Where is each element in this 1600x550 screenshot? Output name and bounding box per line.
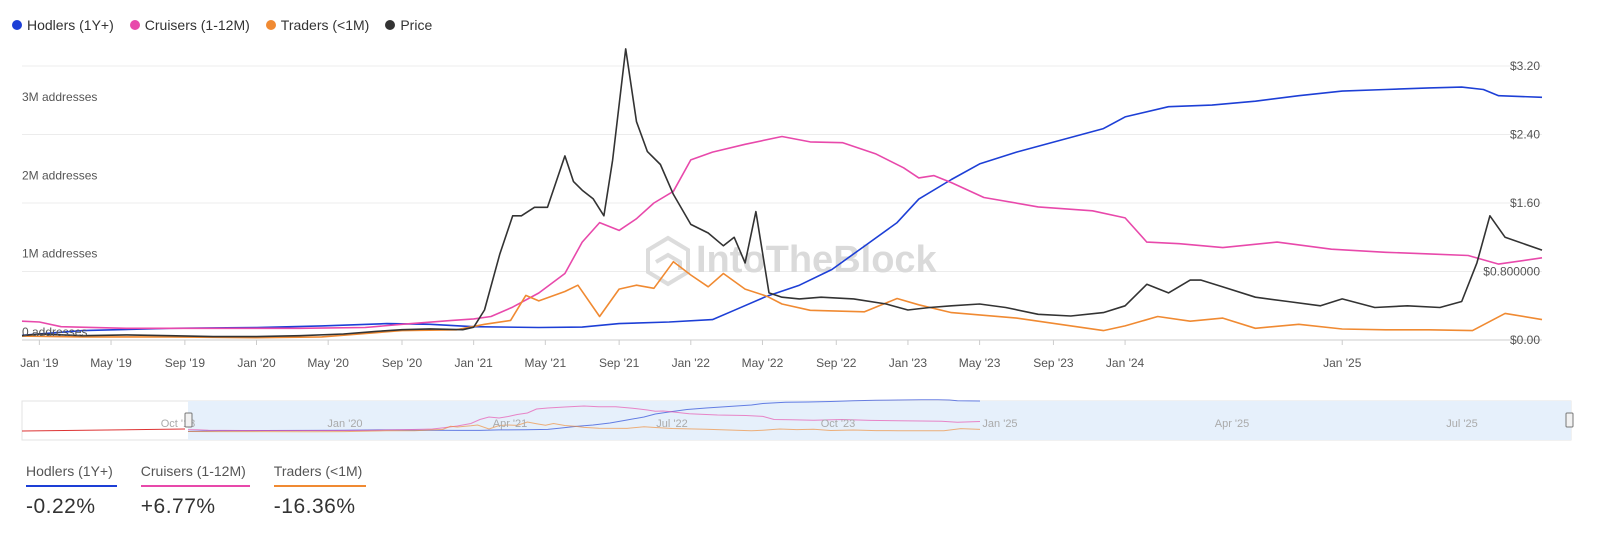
x-tick-label: Sep '22 — [816, 356, 857, 370]
legend-cruisers[interactable]: Cruisers (1-12M) — [129, 17, 250, 33]
legend-traders[interactable]: Traders (<1M) — [265, 17, 370, 33]
stat-hodlers-value: -0.22% — [26, 495, 96, 518]
stat-hodlers: Hodlers (1Y+) -0.22% — [26, 463, 117, 519]
watermark-text: IntoTheBlock — [696, 239, 938, 281]
legend-price-label: Price — [400, 17, 433, 33]
x-tick-label: Sep '20 — [382, 356, 423, 370]
x-tick-label: Jan '24 — [1106, 356, 1145, 370]
legend-traders-dot-icon — [265, 20, 276, 30]
stat-traders: Traders (<1M) -16.36% — [273, 463, 367, 519]
legend-price-dot-icon — [385, 20, 396, 30]
stat-hodlers-label: Hodlers (1Y+) — [26, 463, 117, 487]
y-left-tick-label: 0 addresses — [22, 325, 87, 339]
y-right-tick-label: $0.00 — [1510, 333, 1540, 347]
navigator-label: Apr '25 — [1215, 418, 1250, 430]
legend-cruisers-label: Cruisers (1-12M) — [144, 17, 250, 33]
y-right-tick-label: $1.60 — [1510, 196, 1540, 210]
grid-lines — [22, 65, 1542, 341]
series-layer — [21, 48, 1543, 339]
legend-hodlers[interactable]: Hodlers (1Y+) — [12, 17, 114, 33]
y-right-tick-label: $3.20 — [1510, 59, 1540, 73]
x-tick-label: May '22 — [742, 356, 784, 370]
navigator-line-traders-1m — [187, 421, 981, 433]
change-stats: Hodlers (1Y+) -0.22% Cruisers (1-12M) +6… — [26, 463, 367, 519]
chart-legend: Hodlers (1Y+) Cruisers (1-12M) Traders (… — [12, 17, 432, 33]
x-tick-label: May '20 — [307, 356, 349, 370]
legend-traders-label: Traders (<1M) — [280, 17, 370, 33]
series-line-hodlers-1y — [21, 86, 1543, 337]
x-tick-label: May '21 — [524, 356, 566, 370]
x-tick-label: May '23 — [959, 356, 1001, 370]
watermark: IntoTheBlock — [646, 235, 938, 287]
x-tick-label: Sep '19 — [165, 356, 206, 370]
navigator-left-handle[interactable] — [184, 412, 193, 428]
navigator-label: Jul '25 — [1446, 418, 1477, 430]
legend-price[interactable]: Price — [385, 17, 432, 33]
y-right-tick-label: $0.800000 — [1483, 265, 1540, 279]
chart-svg: IntoTheBlock 0 addresses 1M addresses 2M a… — [20, 48, 1574, 441]
stat-traders-value: -16.36% — [273, 495, 356, 518]
y-left-tick-label: 1M addresses — [22, 247, 97, 261]
navigator-label: Jan '20 — [327, 418, 362, 430]
navigator-right-handle[interactable] — [1565, 412, 1574, 428]
series-line-cruisers-1-12m — [21, 135, 1543, 330]
x-tick-label: Sep '21 — [599, 356, 640, 370]
x-tick-label: Jan '23 — [889, 356, 928, 370]
navigator-mini-series — [21, 399, 981, 433]
stat-cruisers-label: Cruisers (1-12M) — [140, 463, 250, 487]
stat-traders-label: Traders (<1M) — [273, 463, 367, 487]
x-tick-label: Jan '20 — [237, 356, 276, 370]
range-navigator[interactable]: Oct '18 Jan '20 Apr '21 Jul '22 Oct '23 Jan '… — [21, 399, 1574, 441]
stat-cruisers-value: +6.77% — [140, 495, 216, 518]
legend-hodlers-label: Hodlers (1Y+) — [27, 17, 114, 33]
legend-hodlers-dot-icon — [12, 20, 22, 30]
series-line-traders-1m — [21, 260, 1543, 339]
y-left-tick-label: 2M addresses — [22, 168, 97, 182]
series-line-price — [21, 48, 1543, 338]
navigator-line-cruisers-1-12m — [187, 405, 981, 431]
y-right-tick-label: $2.40 — [1510, 128, 1540, 142]
y-left-tick-label: 3M addresses — [22, 90, 97, 104]
navigator-line-pre-range — [21, 428, 186, 432]
x-tick-label: Sep '23 — [1033, 356, 1074, 370]
y-left-axis: 0 addresses 1M addresses 2M addresses 3M ad… — [22, 90, 97, 339]
x-tick-label: Jan '22 — [672, 356, 711, 370]
watermark-logo-icon — [646, 235, 690, 287]
y-right-axis: $0.00 $0.800000 $1.60 $2.40 $3.20 — [1483, 59, 1540, 347]
x-tick-label: Jan '19 — [20, 356, 59, 370]
x-tick-label: Jan '21 — [454, 356, 493, 370]
navigator-label: Jul '22 — [656, 418, 687, 430]
navigator-label: Jan '25 — [982, 418, 1017, 430]
stat-cruisers: Cruisers (1-12M) +6.77% — [140, 463, 250, 519]
x-tick-label: May '19 — [90, 356, 132, 370]
x-tick-label: Jan '25 — [1323, 356, 1362, 370]
x-axis: Jan '19 May '19 Sep '19 Jan '20 May '20 Sep '… — [20, 340, 1362, 370]
navigator-label: Oct '23 — [821, 418, 856, 430]
legend-cruisers-dot-icon — [129, 20, 140, 30]
navigator-label: Apr '21 — [493, 418, 528, 430]
